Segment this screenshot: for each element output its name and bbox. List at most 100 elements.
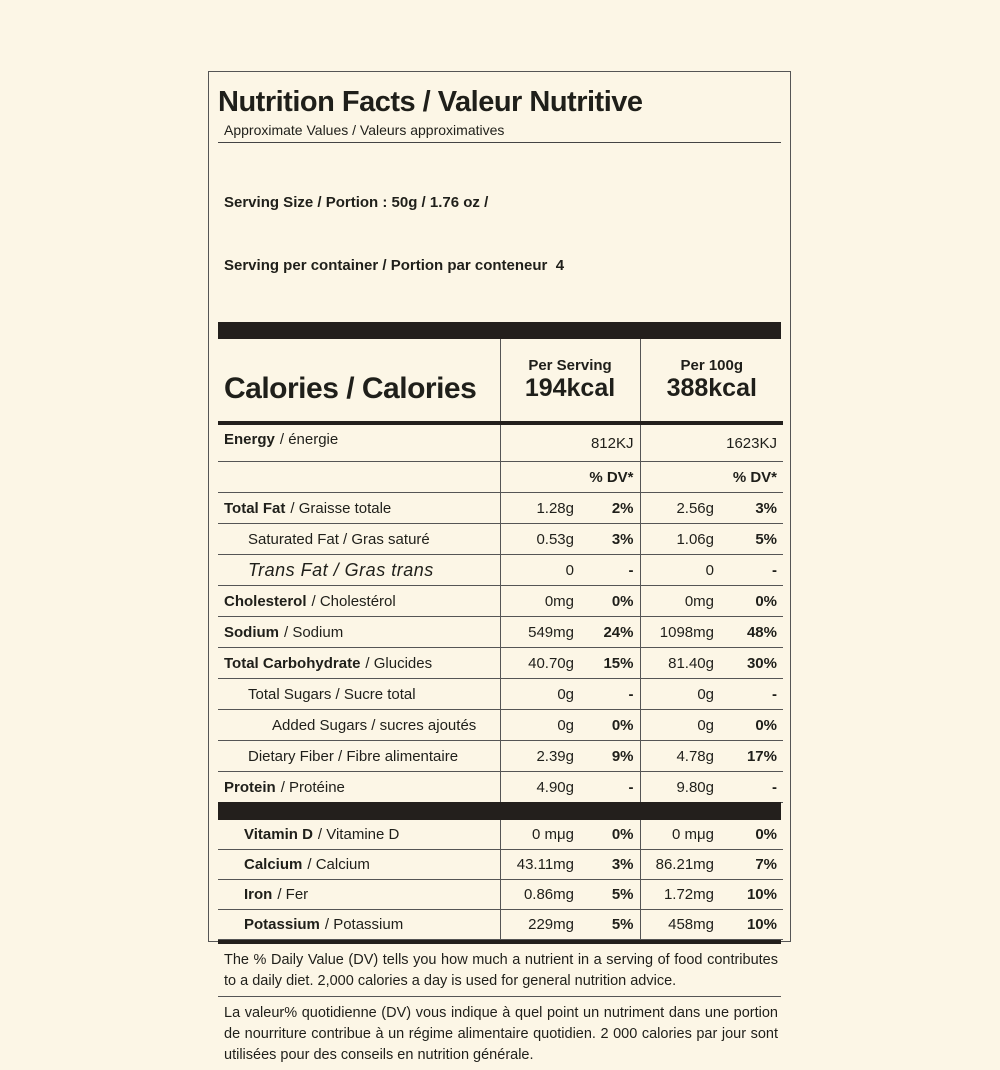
- serving-info: Serving Size / Portion : 50g / 1.76 oz /…: [218, 143, 781, 322]
- nutrient-name-en: Sodium: [224, 623, 279, 641]
- nutrient-name-en: Vitamin D: [244, 826, 313, 843]
- per-serving-amount: 0.53g: [499, 523, 580, 555]
- nutrient-name-en: Potassium: [244, 916, 320, 933]
- per-serving-amount: 40.70g: [499, 647, 580, 679]
- per-100g-dv: -: [720, 554, 783, 586]
- table-body: Calories / Calories Per Serving 194kcal …: [218, 339, 783, 803]
- per-100g-heading: Per 100g: [680, 357, 744, 374]
- per-100g-amount: 81.40g: [639, 647, 720, 679]
- per-100g-amount: 0g: [639, 678, 720, 710]
- per-100g-amount: 9.80g: [639, 771, 720, 803]
- per-100g-dv: -: [720, 771, 783, 803]
- label-body: Nutrition Facts / Valeur Nutritive Appro…: [218, 84, 783, 1070]
- empty-cell: [218, 461, 500, 493]
- per-100g-amount: 2.56g: [639, 492, 720, 524]
- per-100g-amount: 1098mg: [639, 616, 720, 648]
- per-100g-amount: 0: [639, 554, 720, 586]
- divider-bar: [218, 802, 781, 820]
- per-serving-amount: 0mg: [499, 585, 580, 617]
- energy-name: Energy: [224, 431, 275, 448]
- per-100g-amount: 0 mμg: [639, 820, 720, 850]
- nutrient-name-fr: / Sodium: [284, 623, 344, 641]
- nutrient-name-en: Cholesterol: [224, 592, 307, 610]
- nutrient-name-text: Trans Fat / Gras trans: [248, 559, 434, 580]
- nutrient-name: Protein / Protéine: [218, 771, 500, 803]
- nutrient-name: Trans Fat / Gras trans: [218, 554, 500, 586]
- servings-per-container: Serving per container / Portion par cont…: [224, 257, 565, 274]
- nutrient-row: Calcium / Calcium 43.11mg 3% 86.21mg 7%: [218, 849, 783, 880]
- per-100g-amount: 0mg: [639, 585, 720, 617]
- per-serving-dv: 0%: [580, 709, 640, 741]
- nutrient-name-fr: / Glucides: [365, 654, 433, 672]
- energy-per-100g: 1623KJ: [639, 423, 783, 462]
- nutrient-name-text: Total Sugars / Sucre total: [248, 685, 416, 703]
- per-serving-amount: 549mg: [499, 616, 580, 648]
- nutrient-name: Energy / énergie: [218, 423, 500, 462]
- nutrient-name-text: Added Sugars / sucres ajoutés: [272, 716, 477, 734]
- per-serving-amount: 43.11mg: [499, 849, 580, 880]
- energy-name-fr: / énergie: [279, 431, 339, 448]
- nutrient-name-fr: / Cholestérol: [311, 592, 396, 610]
- footnotes: The % Daily Value (DV) tells you how muc…: [218, 940, 781, 1070]
- page: Nutrition Facts / Valeur Nutritive Appro…: [208, 71, 791, 1063]
- nutrient-name: Vitamin D / Vitamine D: [218, 820, 500, 850]
- nutrient-name-text: Saturated Fat / Gras saturé: [248, 530, 430, 548]
- nutrient-row: Total Fat / Graisse totale 1.28g 2% 2.56g 3%: [218, 492, 783, 524]
- nutrient-name-en: Iron: [244, 886, 273, 903]
- nutrient-name: Saturated Fat / Gras saturé: [218, 523, 500, 555]
- per-100g-amount: 458mg: [639, 909, 720, 940]
- per-100g-dv: 0%: [720, 709, 783, 741]
- per-100g-calories: 388kcal: [666, 374, 757, 402]
- footnote-fr: La valeur% quotidienne (DV) vous indique…: [218, 996, 781, 1070]
- nutrient-name-en: Total Carbohydrate: [224, 654, 361, 672]
- nutrient-name-fr: / Calcium: [307, 856, 370, 873]
- dv-heading: % DV*: [499, 461, 640, 493]
- nutrient-row: Total Carbohydrate / Glucides 40.70g 15% 81.…: [218, 647, 783, 679]
- nutrient-name: Dietary Fiber / Fibre alimentaire: [218, 740, 500, 772]
- per-100g-amount: 86.21mg: [639, 849, 720, 880]
- nutrient-name: Added Sugars / sucres ajoutés: [218, 709, 500, 741]
- per-100g-dv: 5%: [720, 523, 783, 555]
- per-100g-dv: 0%: [720, 820, 783, 850]
- dv-heading-row: % DV* % DV*: [218, 461, 783, 493]
- per-100g-dv: 7%: [720, 849, 783, 880]
- nutrient-name: Total Fat / Graisse totale: [218, 492, 500, 524]
- nutrient-name-en: Total Fat: [224, 499, 286, 517]
- per-serving-amount: 229mg: [499, 909, 580, 940]
- per-100g-dv: 48%: [720, 616, 783, 648]
- nutrient-row: Potassium / Potassium 229mg 5% 458mg 10%: [218, 909, 783, 940]
- calories-row: Calories / Calories Per Serving 194kcal …: [218, 339, 783, 425]
- per-serving-dv: 3%: [580, 849, 640, 880]
- per-serving-dv: 0%: [580, 585, 640, 617]
- per-serving-amount: 0: [499, 554, 580, 586]
- per-100g-amount: 4.78g: [639, 740, 720, 772]
- per-100g-amount: 0g: [639, 709, 720, 741]
- per-serving-calories: 194kcal: [524, 374, 616, 402]
- per-serving-dv: -: [580, 678, 640, 710]
- per-serving-dv: 9%: [580, 740, 640, 772]
- nutrient-name: Iron / Fer: [218, 879, 500, 910]
- per-100g-dv: 10%: [720, 909, 783, 940]
- nutrient-name: Potassium / Potassium: [218, 909, 500, 940]
- nutrient-name-fr: / Protéine: [280, 778, 345, 796]
- per-serving-dv: 24%: [580, 616, 640, 648]
- per-serving-amount: 0 mμg: [499, 820, 580, 850]
- per-serving-amount: 1.28g: [499, 492, 580, 524]
- divider-bar: [218, 322, 781, 339]
- per-serving-dv: -: [580, 554, 640, 586]
- nutrient-row: Cholesterol / Cholestérol 0mg 0% 0mg 0%: [218, 585, 783, 617]
- nutrient-row: Added Sugars / sucres ajoutés 0g 0% 0g 0%: [218, 709, 783, 741]
- nutrient-name: Total Carbohydrate / Glucides: [218, 647, 500, 679]
- per-serving-dv: -: [580, 771, 640, 803]
- title: Nutrition Facts / Valeur Nutritive: [218, 86, 643, 118]
- nutrient-name-text: Dietary Fiber / Fibre alimentaire: [248, 747, 459, 765]
- nutrient-row: Trans Fat / Gras trans 0-0-: [218, 554, 783, 586]
- per-100g-amount: 1.72mg: [639, 879, 720, 910]
- per-serving-dv: 5%: [580, 879, 640, 910]
- per-serving-amount: 0.86mg: [499, 879, 580, 910]
- nutrient-name: Cholesterol / Cholestérol: [218, 585, 500, 617]
- per-serving-dv: 5%: [580, 909, 640, 940]
- per-serving-dv: 3%: [580, 523, 640, 555]
